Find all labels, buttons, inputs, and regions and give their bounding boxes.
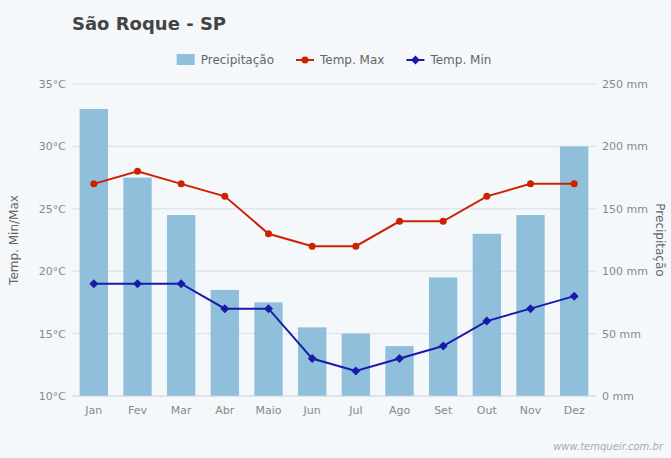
x-tick-label: Fev [128, 404, 147, 417]
point [351, 367, 360, 376]
point [482, 317, 491, 326]
legend-label: Temp. Max [319, 53, 384, 67]
x-axis-line [72, 396, 596, 397]
point [571, 180, 578, 187]
point [308, 354, 317, 363]
legend-label: Precipitação [201, 53, 274, 67]
legend-label: Temp. Min [429, 53, 491, 67]
point [177, 279, 186, 288]
bar [385, 346, 413, 396]
x-tick-label: Set [434, 404, 453, 417]
x-tick-label: Jan [84, 404, 102, 417]
y-tick-label: 15°C [39, 328, 66, 341]
bar-series [80, 109, 589, 396]
y2-tick-label: 250 mm [602, 78, 648, 91]
point [527, 180, 534, 187]
x-tick-label: Mar [171, 404, 192, 417]
x-tick-label: Jun [303, 404, 321, 417]
point [396, 218, 403, 225]
plot-area [80, 109, 589, 396]
legend-item: Temp. Min [406, 53, 491, 67]
point [352, 243, 359, 250]
bar [123, 178, 151, 396]
y-axis-label: Temp. Min/Max [7, 195, 21, 286]
point [439, 342, 448, 351]
x-tick-label: Out [477, 404, 498, 417]
point [220, 304, 229, 313]
bar [167, 215, 195, 396]
x-tick-label: Maio [255, 404, 281, 417]
line-series [89, 279, 578, 375]
x-tick-label: Dez [564, 404, 585, 417]
y-tick-label: 10°C [39, 390, 66, 403]
bar [429, 277, 457, 396]
line [94, 171, 574, 246]
y-tick-label: 35°C [39, 78, 66, 91]
x-tick-label: Abr [215, 404, 235, 417]
bar [254, 302, 282, 396]
grid-line [72, 84, 596, 85]
legend-marker [301, 57, 308, 64]
x-tick-label: Ago [389, 404, 411, 417]
bar [473, 234, 501, 396]
y-tick-label: 30°C [39, 140, 66, 153]
x-tick-label: Nov [520, 404, 542, 417]
point [90, 180, 97, 187]
y2-tick-label: 100 mm [602, 265, 648, 278]
point [133, 279, 142, 288]
point [265, 230, 272, 237]
point [395, 354, 404, 363]
bar [211, 290, 239, 396]
watermark: www.temqueir.com.br [553, 441, 664, 452]
line-series [90, 168, 577, 250]
grid-line [72, 396, 596, 397]
point [440, 218, 447, 225]
y2-tick-label: 200 mm [602, 140, 648, 153]
x-tick-label: Jul [348, 404, 362, 417]
grid-line [72, 146, 596, 147]
point [264, 304, 273, 313]
legend-item: Temp. Max [296, 53, 384, 67]
point [483, 193, 490, 200]
point [134, 168, 141, 175]
legend-marker [411, 56, 420, 65]
point [570, 292, 579, 301]
legend: Precipitação Temp. Max Temp. Min [177, 53, 492, 67]
point [221, 193, 228, 200]
point [178, 180, 185, 187]
title: São Roque - SP [72, 13, 226, 34]
chart: 10°C 15°C 20°C 25°C 30°C 35°C 0 mm 50 mm 100 mm 1… [0, 0, 671, 458]
legend-item: Precipitação [177, 53, 274, 67]
y2-axis-label: Precipitação [653, 203, 667, 276]
background [0, 0, 671, 458]
point [526, 304, 535, 313]
y2-tick-label: 0 mm [602, 390, 634, 403]
point [89, 279, 98, 288]
line [94, 284, 574, 371]
y-tick-label: 25°C [39, 203, 66, 216]
bar [80, 109, 108, 396]
bar [342, 334, 370, 396]
point [309, 243, 316, 250]
y2-tick-label: 150 mm [602, 203, 648, 216]
y2-tick-label: 50 mm [602, 328, 641, 341]
grid [72, 84, 596, 396]
legend-swatch [177, 54, 195, 65]
y-tick-label: 20°C [39, 265, 66, 278]
